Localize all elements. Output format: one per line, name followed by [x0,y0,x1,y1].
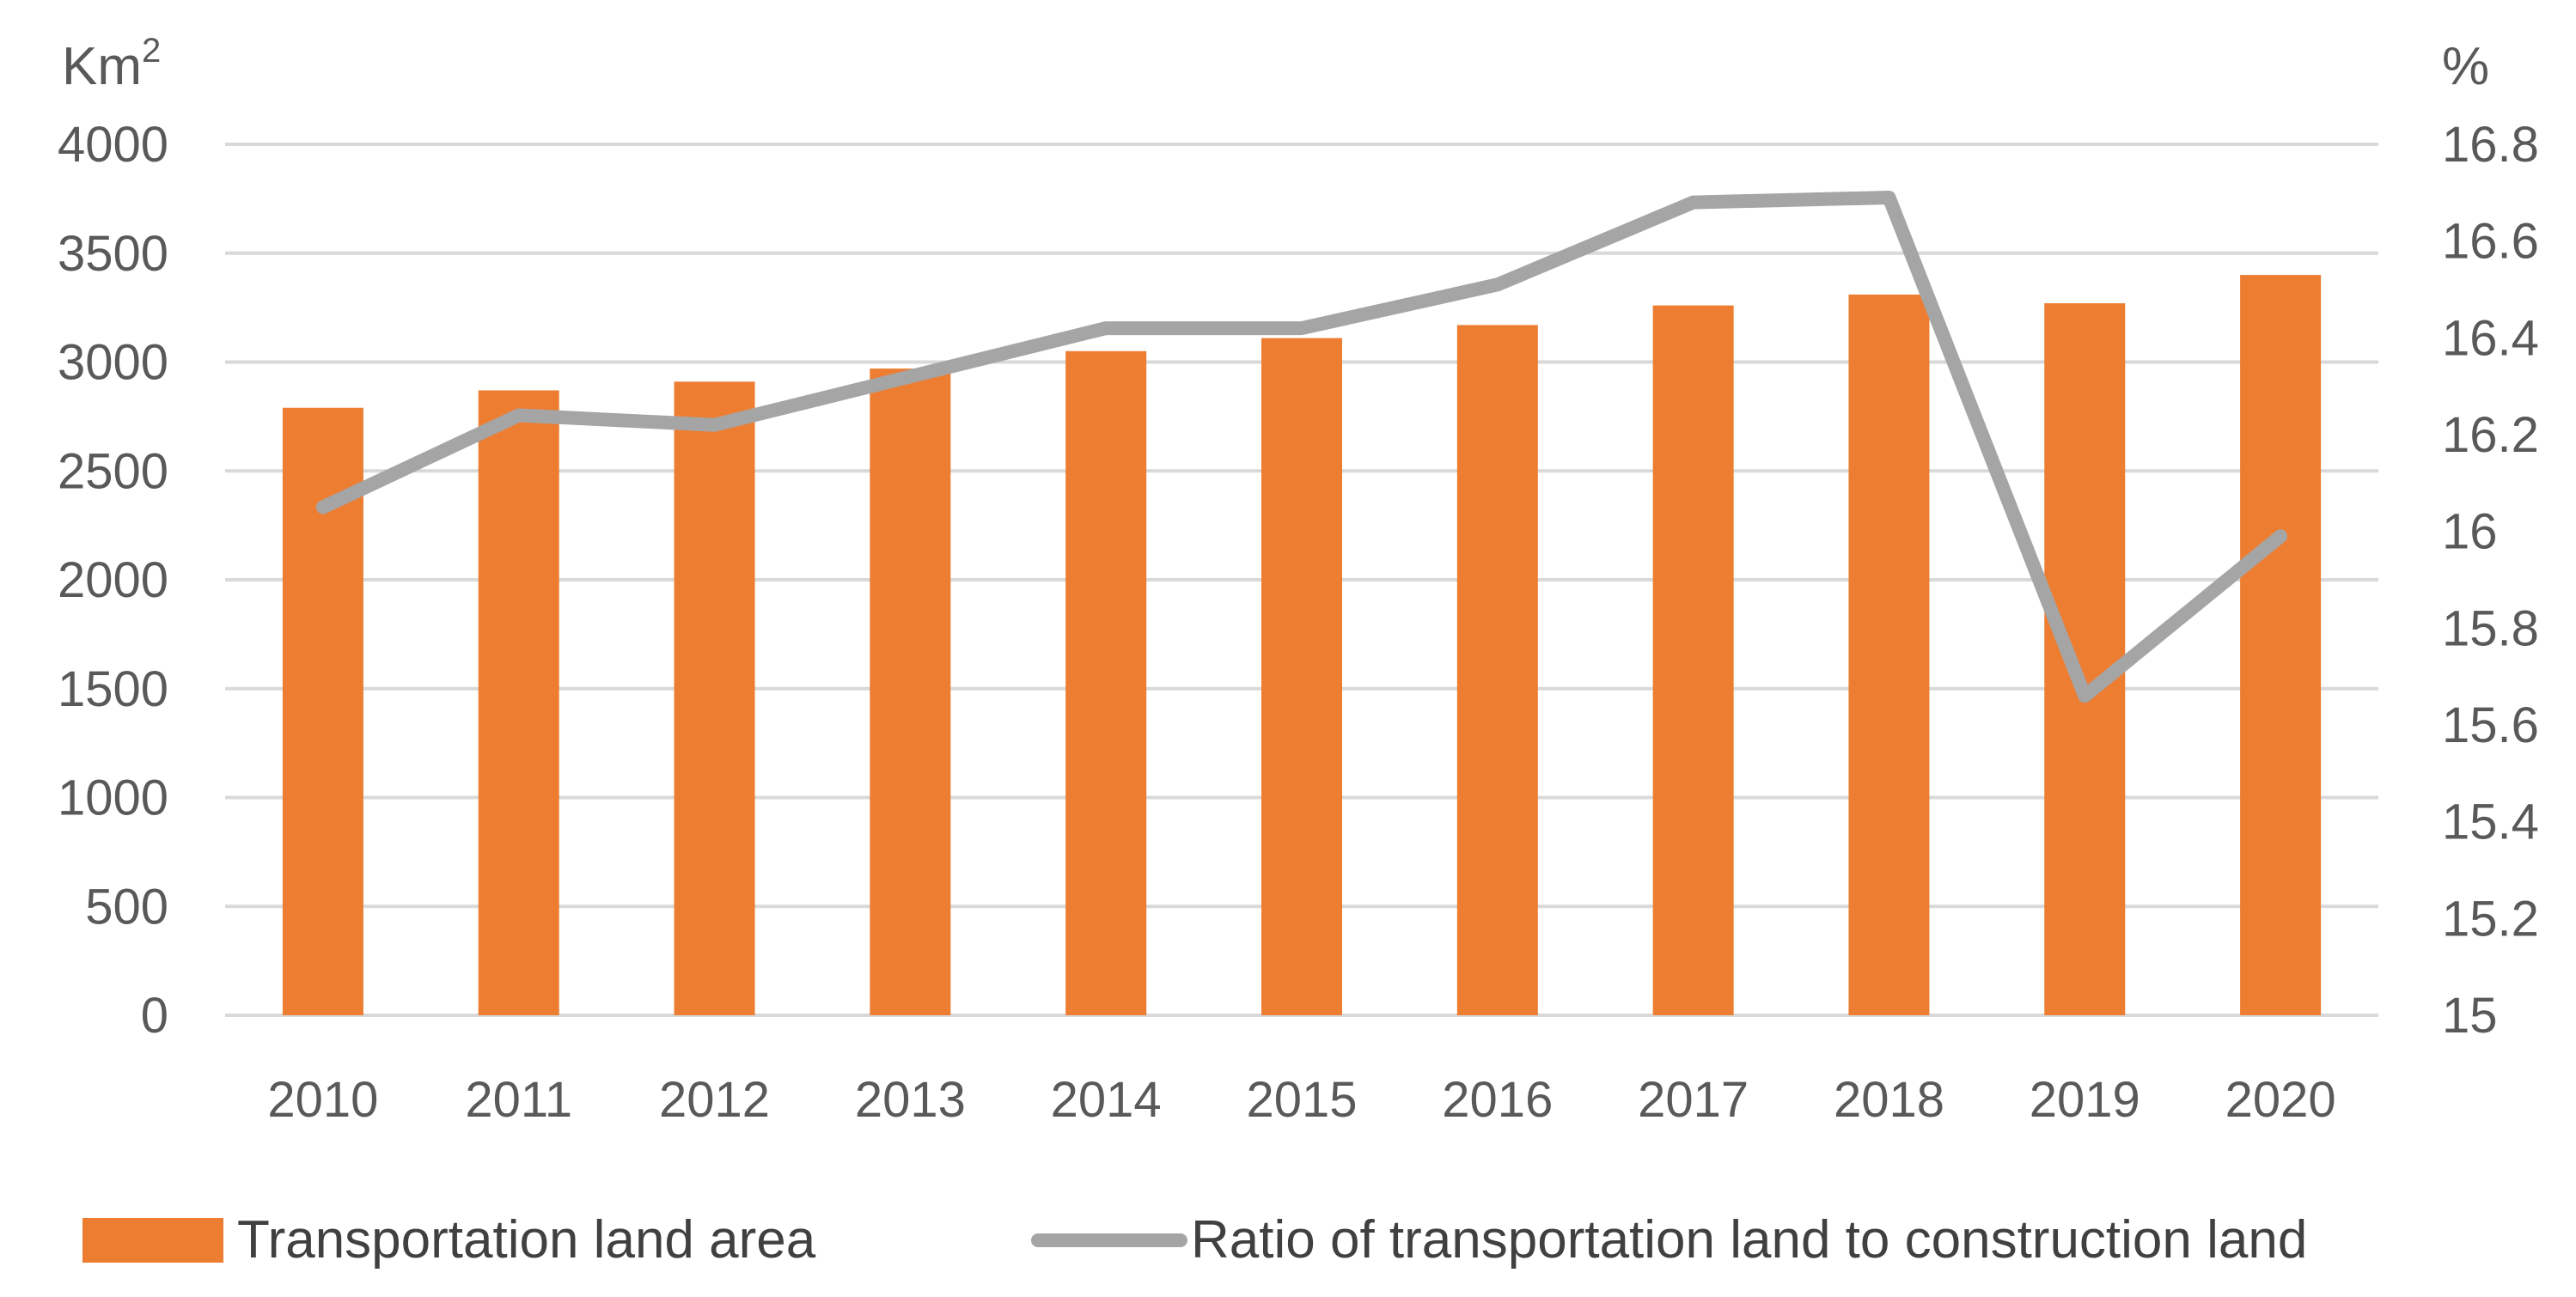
x-tick-label: 2020 [2225,1072,2336,1128]
bar [1456,325,1538,1015]
left-tick-label: 2500 [58,443,168,499]
bar [478,390,559,1016]
line-point [1105,327,1107,329]
right-tick-label: 15 [2442,988,2498,1044]
bar [2240,275,2322,1016]
right-axis-ticks: 15 15.2 15.4 15.6 15.8 16 16.2 16.4 16.6 16.8 [2442,117,2539,1044]
line-series [315,190,2288,703]
bar [1261,338,1342,1015]
x-tick-label: 2013 [855,1072,966,1128]
bar [870,368,951,1016]
bar [1652,305,1734,1016]
left-tick-label: 3500 [58,226,168,282]
legend-swatch-bar [82,1218,223,1263]
legend-label-bar: Transportation land area [237,1210,816,1270]
line-point [2084,695,2085,697]
right-tick-label: 15.2 [2442,891,2539,947]
x-tick-label: 2017 [1638,1072,1749,1128]
line-point [1888,197,1889,198]
x-tick-label: 2011 [465,1072,572,1128]
bar [1065,350,1147,1015]
x-tick-label: 2016 [1442,1072,1553,1128]
x-tick-label: 2018 [1834,1072,1944,1128]
x-tick-label: 2015 [1246,1072,1357,1128]
x-axis-ticks: 2010 2011 2012 2013 2014 2015 2016 2017 2018 2019… [267,1072,2335,1128]
right-tick-label: 15.4 [2442,795,2539,850]
right-tick-label: 16.4 [2442,310,2539,366]
left-tick-label: 500 [85,879,168,935]
right-tick-label: 15.6 [2442,697,2539,753]
left-axis-ticks: 0 500 1000 1500 2000 2500 3000 3500 4000 [58,117,168,1044]
line-point [2280,535,2281,537]
left-tick-label: 1500 [58,661,168,717]
x-tick-label: 2010 [267,1072,378,1128]
bar [2044,303,2126,1015]
left-tick-label: 4000 [58,117,168,173]
line-point [1301,327,1303,329]
x-tick-label: 2012 [659,1072,770,1128]
left-axis-title: Km2 [62,32,161,96]
line-point [1497,283,1499,285]
ratio-line [315,190,2288,703]
right-tick-label: 15.8 [2442,600,2539,656]
x-tick-label: 2014 [1051,1072,1162,1128]
legend: Transportation land area Ratio of transp… [82,1210,2307,1270]
line-point [1693,202,1694,204]
legend-label-line: Ratio of transportation land to construc… [1191,1210,2307,1270]
right-tick-label: 16.6 [2442,214,2539,270]
right-tick-label: 16.8 [2442,117,2539,173]
x-tick-label: 2019 [2030,1072,2140,1128]
right-axis-title: % [2442,37,2489,96]
bar [674,381,755,1015]
line-point [518,414,520,416]
left-tick-label: 2000 [58,552,168,608]
left-tick-label: 3000 [58,335,168,391]
right-tick-label: 16 [2442,504,2498,560]
bar-series [282,275,2322,1016]
line-point [714,424,716,426]
bar [1848,294,1930,1015]
right-tick-label: 16.2 [2442,407,2539,463]
line-point [909,375,911,377]
left-axis-title-base: Km [62,37,142,96]
left-tick-label: 1000 [58,770,168,826]
left-tick-label: 0 [141,988,168,1044]
line-point [322,507,324,508]
left-axis-title-sup: 2 [142,32,161,70]
